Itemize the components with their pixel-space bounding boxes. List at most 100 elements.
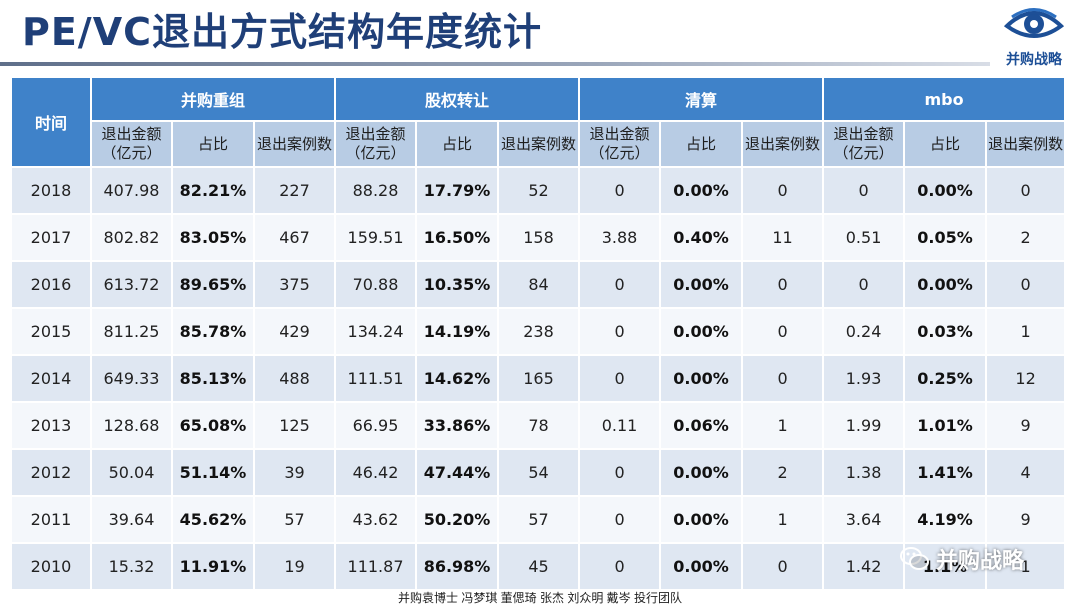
share-cell: 1.01% [903, 401, 988, 450]
subheader-cases-header: 退出案例数 [985, 120, 1067, 168]
cases-cell: 52 [497, 166, 581, 215]
cases-cell: 78 [497, 401, 581, 450]
watermark: 并购战略 [900, 542, 1024, 576]
share-cell: 47.44% [415, 448, 500, 497]
cases-cell: 165 [497, 354, 581, 403]
share-cell: 0.00% [659, 542, 744, 591]
table-row: 2017 802.82 83.05% 467 159.51 16.50% 158 3.88 0.… [10, 213, 1067, 262]
amount-cell: 50.04 [90, 448, 173, 497]
share-cell: 14.19% [415, 307, 500, 356]
subheader-amount-header: 退出金额（亿元） [334, 120, 418, 168]
table-row: 2018 407.98 82.21% 227 88.28 17.79% 52 0 0.00% 0 0… [10, 166, 1067, 215]
share-cell: 0.00% [903, 260, 988, 309]
share-cell: 0.03% [903, 307, 988, 356]
year-cell: 2017 [10, 213, 92, 262]
amount-cell: 1.93 [822, 354, 906, 403]
cases-cell: 1 [741, 401, 825, 450]
year-cell: 2018 [10, 166, 92, 215]
cases-cell: 39 [252, 448, 337, 497]
cases-cell: 1 [741, 495, 825, 544]
cases-cell: 84 [497, 260, 581, 309]
cases-cell: 125 [252, 401, 337, 450]
table-row: 2010 15.32 11.91% 19 111.87 86.98% 45 0 0.00% 0 1.… [10, 542, 1067, 591]
share-cell: 4.19% [903, 495, 988, 544]
amount-cell: 613.72 [90, 260, 173, 309]
share-cell: 45.62% [171, 495, 255, 544]
amount-cell: 39.64 [90, 495, 173, 544]
amount-cell: 46.42 [334, 448, 418, 497]
subheader-share-header: 占比 [171, 120, 255, 168]
amount-cell: 0 [578, 448, 662, 497]
cases-cell: 429 [252, 307, 337, 356]
share-cell: 0.00% [659, 354, 744, 403]
amount-cell: 159.51 [334, 213, 418, 262]
group-header-merger: 并购重组 [89, 76, 337, 122]
cases-cell: 2 [741, 448, 825, 497]
year-cell: 2010 [10, 542, 92, 591]
eye-icon [1004, 8, 1064, 38]
cases-cell: 12 [985, 354, 1067, 403]
share-cell: 0.06% [659, 401, 744, 450]
amount-cell: 802.82 [90, 213, 173, 262]
year-cell: 2014 [10, 354, 92, 403]
year-cell: 2016 [10, 260, 92, 309]
cases-cell: 2 [985, 213, 1067, 262]
amount-cell: 1.99 [822, 401, 906, 450]
share-cell: 0.00% [659, 166, 744, 215]
cases-cell: 1 [985, 542, 1067, 591]
amount-cell: 111.51 [334, 354, 418, 403]
amount-cell: 43.62 [334, 495, 418, 544]
cases-cell: 467 [252, 213, 337, 262]
share-cell: 0.00% [659, 260, 744, 309]
share-cell: 10.35% [415, 260, 500, 309]
share-cell: 11.91% [171, 542, 255, 591]
table-row: 2015 811.25 85.78% 429 134.24 14.19% 238 0 0.00%… [10, 307, 1067, 356]
cases-cell: 4 [985, 448, 1067, 497]
table-row: 2014 649.33 85.13% 488 111.51 14.62% 165 0 0.00%… [10, 354, 1067, 403]
amount-cell: 88.28 [334, 166, 418, 215]
amount-cell: 0.51 [822, 213, 906, 262]
cases-cell: 488 [252, 354, 337, 403]
share-cell: 50.20% [415, 495, 500, 544]
share-cell: 0.00% [659, 307, 744, 356]
group-header-equity-transfer: 股权转让 [334, 76, 581, 122]
share-cell: 86.98% [415, 542, 500, 591]
year-cell: 2013 [10, 401, 92, 450]
share-cell: 33.86% [415, 401, 500, 450]
cases-cell: 227 [252, 166, 337, 215]
table-row: 2012 50.04 51.14% 39 46.42 47.44% 54 0 0.00% 2 1.3… [10, 448, 1067, 497]
amount-cell: 66.95 [334, 401, 418, 450]
year-cell: 2011 [10, 495, 92, 544]
share-cell: 0.00% [903, 166, 988, 215]
group-header-liquidation: 清算 [578, 76, 825, 122]
cases-cell: 1 [985, 307, 1067, 356]
share-cell: 82.21% [171, 166, 255, 215]
share-cell: 83.05% [171, 213, 255, 262]
subheader-amount-header: 退出金额（亿元） [90, 120, 173, 168]
cases-cell: 9 [985, 495, 1067, 544]
year-cell: 2015 [10, 307, 92, 356]
amount-cell: 0 [578, 495, 662, 544]
share-cell: 51.14% [171, 448, 255, 497]
brand-logo-text: 并购战略 [1006, 52, 1062, 68]
amount-cell: 0 [822, 260, 906, 309]
table-row: 2013 128.68 65.08% 125 66.95 33.86% 78 0.11 0.06… [10, 401, 1067, 450]
table-row: 2011 39.64 45.62% 57 43.62 50.20% 57 0 0.00% 1 3.6… [10, 495, 1067, 544]
cases-cell: 11 [741, 213, 825, 262]
amount-cell: 0.24 [822, 307, 906, 356]
amount-cell: 0 [578, 307, 662, 356]
share-cell: 0.00% [659, 495, 744, 544]
author-credits: 并购袁博士 冯梦琪 董偲琦 张杰 刘众明 戴岑 投行团队 [397, 591, 682, 605]
amount-cell: 0 [578, 542, 662, 591]
cases-cell: 54 [497, 448, 581, 497]
amount-cell: 1.42 [822, 542, 906, 591]
amount-cell: 407.98 [90, 166, 173, 215]
cases-cell: 57 [252, 495, 337, 544]
share-cell: 0.00% [659, 448, 744, 497]
amount-cell: 0.11 [578, 401, 662, 450]
amount-cell: 0 [578, 260, 662, 309]
cases-cell: 0 [741, 354, 825, 403]
amount-cell: 0 [578, 354, 662, 403]
share-cell: 14.62% [415, 354, 500, 403]
cases-cell: 19 [252, 542, 337, 591]
